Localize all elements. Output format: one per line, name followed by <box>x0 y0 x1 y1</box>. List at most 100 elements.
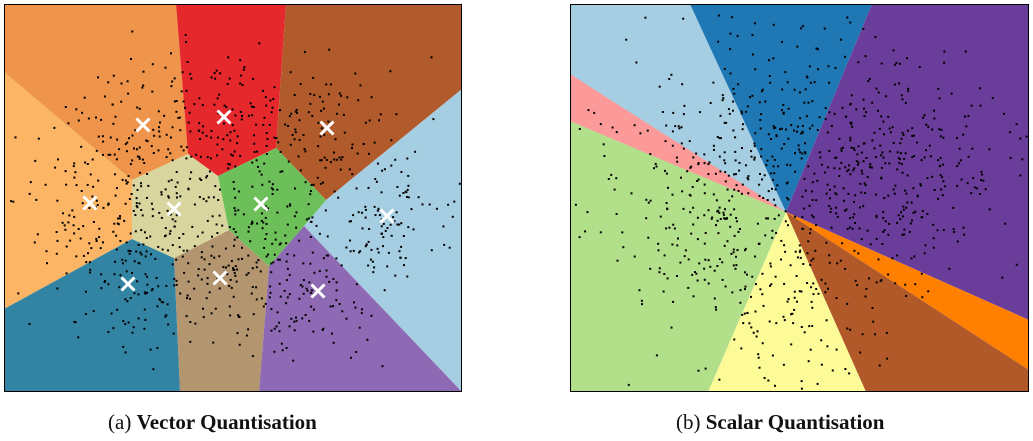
sample-point <box>309 236 312 238</box>
sample-point <box>808 325 811 328</box>
sample-point <box>118 286 121 289</box>
sample-point <box>392 216 395 219</box>
sample-point <box>672 300 675 303</box>
sample-point <box>208 263 211 266</box>
sample-point <box>136 206 139 209</box>
sample-point <box>414 150 417 153</box>
sample-point <box>210 254 213 257</box>
sample-point <box>126 141 129 144</box>
sample-point <box>684 249 687 252</box>
sample-point <box>386 227 389 229</box>
sample-point <box>17 292 20 295</box>
sample-point <box>368 228 371 230</box>
sample-point <box>895 61 898 64</box>
sample-point <box>854 279 857 282</box>
sample-point <box>916 141 919 144</box>
sample-point <box>782 111 785 114</box>
sample-point <box>640 299 643 302</box>
sample-point <box>782 112 785 115</box>
sample-point <box>257 166 259 168</box>
sample-point <box>356 152 359 155</box>
sample-point <box>744 288 746 291</box>
sample-point <box>801 25 804 28</box>
sample-point <box>233 207 236 210</box>
sample-point <box>219 72 222 75</box>
sample-point <box>222 138 225 141</box>
sample-point <box>717 209 720 212</box>
sample-point <box>732 248 735 251</box>
sample-point <box>793 308 796 311</box>
sample-point <box>798 290 801 293</box>
sample-point <box>697 163 700 166</box>
sample-point <box>657 242 660 245</box>
sample-point <box>89 271 92 274</box>
sample-point <box>638 289 641 292</box>
sample-point <box>882 230 885 233</box>
sample-point <box>288 273 291 276</box>
sample-point <box>266 138 269 141</box>
sample-point <box>973 186 976 189</box>
sample-point <box>892 188 895 191</box>
centroid-x-marker <box>216 109 232 125</box>
sample-point <box>127 249 130 252</box>
sample-point <box>250 223 253 225</box>
sample-point <box>251 286 254 288</box>
sample-point <box>12 200 15 203</box>
sample-point <box>404 257 407 260</box>
sample-point <box>836 215 839 218</box>
sample-point <box>759 288 762 291</box>
sample-point <box>849 217 851 220</box>
sample-point <box>783 143 786 145</box>
sample-point <box>145 250 148 253</box>
sample-point <box>784 210 787 213</box>
sample-point <box>851 125 854 128</box>
sample-point <box>355 187 358 190</box>
sample-point <box>228 77 231 80</box>
sample-point <box>125 182 128 185</box>
sample-point <box>897 157 900 160</box>
sample-point <box>868 78 871 80</box>
sample-point <box>771 236 774 239</box>
sample-point <box>960 178 963 181</box>
sample-point <box>816 129 819 131</box>
sample-point <box>844 267 847 270</box>
sample-point <box>943 50 946 53</box>
sample-point <box>757 353 760 356</box>
sample-point <box>224 247 227 250</box>
sample-point <box>213 72 216 75</box>
sample-point <box>270 187 273 190</box>
sample-point <box>226 83 229 86</box>
sample-point <box>304 314 307 316</box>
sample-point <box>251 355 254 358</box>
sample-point <box>324 166 327 169</box>
sample-point <box>759 173 761 175</box>
sample-point <box>787 137 790 140</box>
sample-point <box>309 190 312 192</box>
sample-point <box>369 258 372 261</box>
sample-point <box>96 204 99 206</box>
sample-point <box>880 154 883 157</box>
sample-point <box>239 82 242 85</box>
sample-point <box>151 90 154 93</box>
sample-point <box>849 173 852 176</box>
sample-point <box>35 198 38 201</box>
sample-point <box>880 176 883 179</box>
sample-point <box>341 156 344 159</box>
sample-point <box>186 61 189 63</box>
sample-point <box>275 325 278 328</box>
sample-point <box>827 166 830 169</box>
sample-point <box>176 196 178 199</box>
sample-point <box>704 258 707 261</box>
sample-point <box>762 197 765 199</box>
sample-point <box>674 125 677 128</box>
sample-point <box>913 255 916 258</box>
sample-point <box>317 145 320 148</box>
sample-point <box>658 267 661 270</box>
sample-point <box>859 182 862 185</box>
sample-point <box>738 161 741 164</box>
sample-point <box>237 314 240 317</box>
sample-point <box>882 156 885 159</box>
sample-point <box>234 265 237 268</box>
sample-point <box>390 164 393 167</box>
sample-point <box>853 213 856 216</box>
